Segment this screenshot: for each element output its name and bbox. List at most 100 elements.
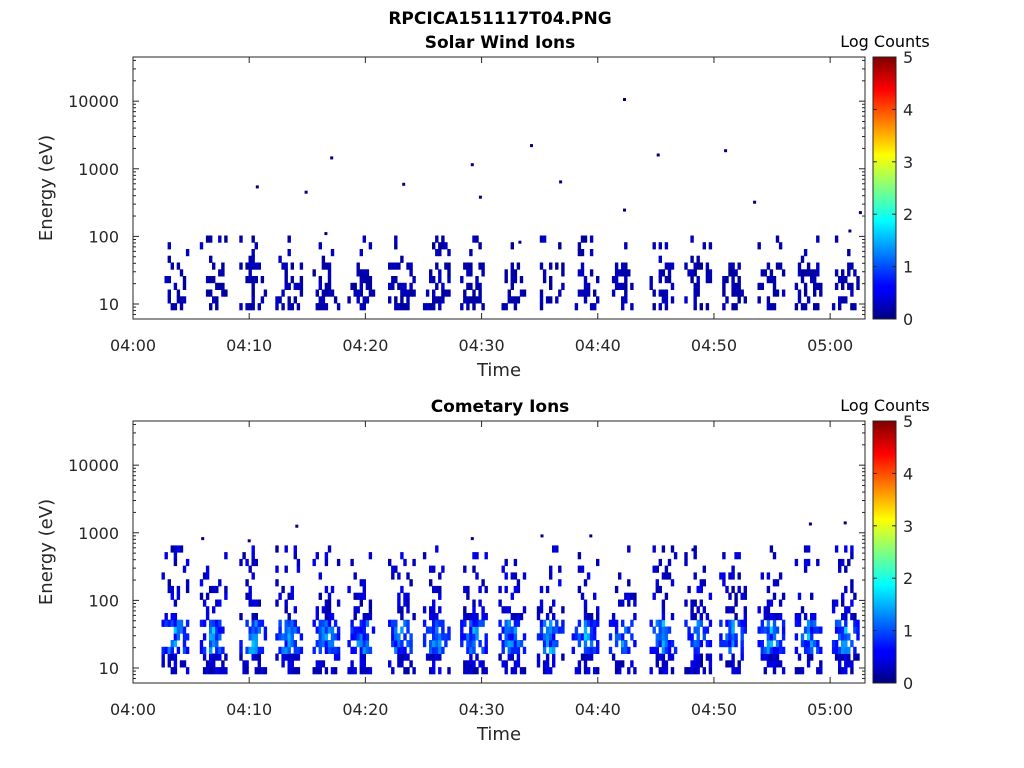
heatmap-cells — [161, 545, 860, 675]
heatmap-cell — [699, 640, 703, 648]
heatmap-cell — [400, 646, 404, 654]
heatmap-cell — [290, 653, 294, 661]
heatmap-cell — [350, 626, 354, 634]
heatmap-cell — [652, 565, 656, 573]
heatmap-cell — [844, 276, 848, 284]
heatmap-cell — [722, 552, 726, 560]
heatmap-cell — [816, 262, 820, 270]
heatmap-cell — [596, 606, 600, 614]
heatmap-cell — [469, 633, 473, 641]
heatmap-cell — [400, 282, 404, 290]
heatmap-cell — [221, 667, 225, 675]
heatmap-cell — [350, 619, 354, 627]
heatmap-cell — [589, 653, 594, 661]
colorbar-tick-label: 3 — [903, 153, 913, 172]
heatmap-cell — [841, 667, 845, 675]
heatmap-cell — [336, 653, 341, 661]
heatmap-cell — [478, 262, 482, 270]
heatmap-cell — [394, 242, 398, 250]
heatmap-cell — [176, 646, 181, 654]
heatmap-cell — [838, 660, 842, 668]
heatmap-cell — [670, 545, 675, 553]
heatmap-cell — [649, 667, 653, 675]
heatmap-cell — [321, 289, 326, 297]
heatmap-cell — [429, 579, 433, 587]
heatmap-cell — [819, 660, 823, 668]
heatmap-cell — [356, 633, 360, 641]
heatmap-cell — [806, 640, 811, 648]
heatmap-cell — [847, 660, 851, 668]
heatmap-cell — [212, 262, 216, 270]
heatmap-cell — [484, 613, 488, 621]
heatmap-cell — [394, 646, 398, 654]
heatmap-cell — [664, 646, 669, 654]
heatmap-cell — [844, 653, 848, 661]
heatmap-cell — [469, 619, 473, 627]
heatmap-cell — [353, 592, 357, 600]
heatmap-cell — [633, 592, 637, 600]
heatmap-cell — [356, 640, 360, 648]
colorbar — [872, 420, 897, 684]
heatmap-cell — [664, 640, 669, 648]
heatmap-cell — [838, 633, 842, 641]
heatmap-cell — [397, 640, 401, 648]
heatmap-cell — [460, 640, 464, 648]
heatmap-cell — [481, 303, 485, 311]
scatter-point — [201, 537, 205, 541]
heatmap-cell — [775, 646, 780, 654]
heatmap-cell — [409, 262, 413, 270]
heatmap-cell — [318, 282, 322, 290]
heatmap-cell — [781, 626, 786, 634]
heatmap-cell — [766, 606, 771, 614]
scatter-point — [623, 208, 626, 212]
x-tick-label: 04:30 — [459, 336, 505, 355]
heatmap-cell — [702, 242, 706, 250]
heatmap-cell — [498, 599, 502, 607]
heatmap-cell — [593, 646, 597, 654]
heatmap-cell — [844, 667, 848, 675]
heatmap-cell — [507, 296, 511, 304]
heatmap-cell — [699, 303, 703, 311]
heatmap-cell — [728, 633, 732, 641]
heatmap-cell — [205, 565, 210, 573]
heatmap-cell — [539, 606, 544, 614]
heatmap-cell — [513, 613, 518, 621]
heatmap-cell — [362, 660, 366, 668]
heatmap-cell — [621, 633, 625, 641]
heatmap-cell — [463, 660, 467, 668]
heatmap-cell — [583, 619, 588, 627]
heatmap-cell — [251, 552, 255, 560]
heatmap-cell — [661, 613, 666, 621]
heatmap-cell — [549, 565, 553, 573]
heatmap-cell — [630, 619, 634, 627]
heatmap-cell — [469, 296, 473, 304]
heatmap-cell — [353, 613, 357, 621]
heatmap-cell — [287, 282, 291, 290]
heatmap-cell — [690, 667, 694, 675]
heatmap-cell — [394, 619, 398, 627]
heatmap-cell — [406, 619, 410, 627]
heatmap-cell — [734, 667, 738, 675]
heatmap-cell — [422, 619, 427, 627]
heatmap-cell — [481, 613, 485, 621]
heatmap-cell — [841, 640, 845, 648]
heatmap-cell — [696, 653, 700, 661]
heatmap-cell — [510, 242, 514, 250]
heatmap-cell — [539, 303, 544, 311]
heatmap-cell — [510, 269, 514, 277]
heatmap-cell — [702, 633, 706, 641]
heatmap-cell — [330, 249, 335, 257]
heatmap-cell — [696, 633, 700, 641]
heatmap-cell — [853, 592, 857, 600]
heatmap-cell — [621, 640, 625, 648]
heatmap-cell — [504, 303, 508, 311]
heatmap-cell — [655, 660, 659, 668]
heatmap-cell — [621, 599, 625, 607]
heatmap-cell — [841, 653, 845, 661]
heatmap-cell — [740, 640, 744, 648]
heatmap-cell — [239, 653, 243, 661]
heatmap-cell — [816, 269, 820, 277]
heatmap-cell — [475, 296, 479, 304]
heatmap-cell — [664, 626, 669, 634]
heatmap-cell — [333, 667, 338, 675]
